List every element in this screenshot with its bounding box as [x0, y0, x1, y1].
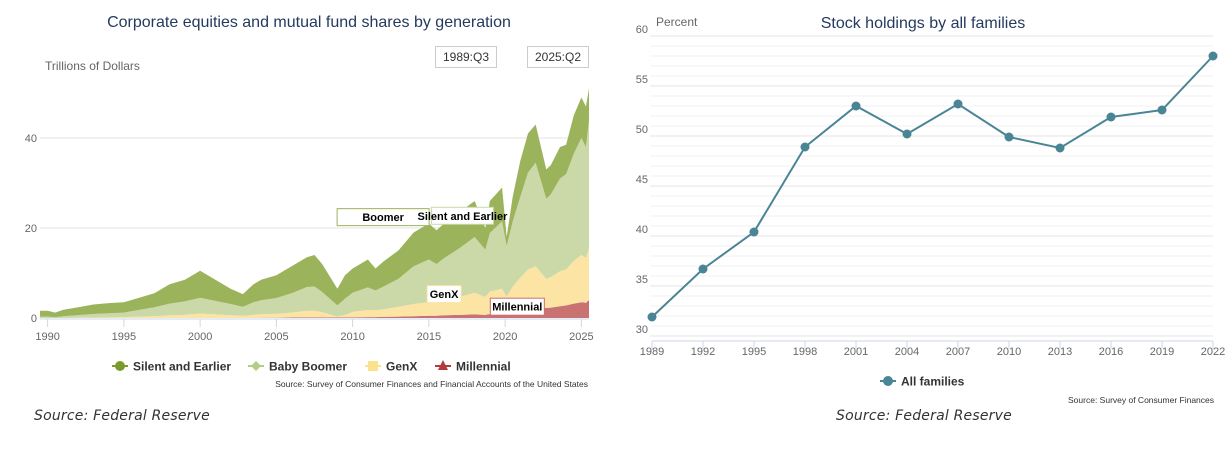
legend-item-all-families[interactable]: All families — [880, 375, 965, 389]
series-line-all-families — [651, 55, 1214, 318]
legend-item-genx[interactable]: GenX — [365, 360, 417, 374]
annotation-label: Silent and Earlier — [417, 206, 508, 225]
x-tick-label: 1990 — [35, 331, 59, 343]
stacked-area-chart: Corporate equities and mutual fund share… — [25, 14, 594, 389]
x-tick-label: 2016 — [1099, 346, 1123, 358]
circle-marker-icon — [883, 376, 893, 386]
start-date-selector[interactable]: 1989:Q3 — [435, 46, 497, 68]
x-tick-label: 2025 — [569, 331, 593, 343]
x-tick-label: 2005 — [264, 331, 288, 343]
x-tick-label: 2004 — [895, 346, 919, 358]
x-tick-label: 1998 — [793, 346, 817, 358]
data-point[interactable] — [953, 99, 963, 109]
area-millennial[interactable] — [40, 300, 589, 318]
annotation-text: Silent and Earlier — [417, 211, 508, 223]
x-tick-label: 1992 — [691, 346, 715, 358]
line-chart: Stock holdings by all families Percent 3… — [636, 15, 1225, 405]
y-axis-label: Percent — [656, 15, 698, 29]
chart-title: Stock holdings by all families — [821, 15, 1026, 32]
chart-title: Corporate equities and mutual fund share… — [107, 14, 511, 31]
annotation-text: Millennial — [492, 302, 542, 314]
triangle-marker-icon — [438, 360, 448, 370]
x-tick-label: 2019 — [1150, 346, 1174, 358]
data-point[interactable] — [800, 142, 810, 152]
data-point[interactable] — [1208, 51, 1218, 61]
right-chart-panel: Stock holdings by all families Percent 3… — [616, 0, 1232, 446]
y-axis-label: Trillions of Dollars — [45, 59, 140, 73]
x-tick-label: 1989 — [640, 346, 664, 358]
x-tick-label: 2010 — [340, 331, 364, 343]
x-tick-label: 2015 — [417, 331, 441, 343]
y-tick-label: 55 — [636, 74, 648, 86]
data-point[interactable] — [1004, 132, 1014, 142]
left-chart-panel: Corporate equities and mutual fund share… — [0, 0, 616, 446]
area-silent-and-earlier[interactable] — [40, 88, 589, 318]
data-point[interactable] — [1157, 105, 1167, 115]
x-tick-label: 2001 — [844, 346, 868, 358]
x-tick-label: 2020 — [493, 331, 517, 343]
x-tick-label: 2022 — [1201, 346, 1225, 358]
legend-label: Millennial — [456, 360, 511, 374]
x-tick-label: 2010 — [997, 346, 1021, 358]
end-date-selector[interactable]: 2025:Q2 — [527, 46, 589, 68]
image-caption: Source: Federal Reserve — [836, 408, 1012, 424]
legend-label: Silent and Earlier — [133, 360, 231, 374]
x-tick-label: 2007 — [946, 346, 970, 358]
data-point[interactable] — [647, 312, 657, 322]
data-point[interactable] — [851, 101, 861, 111]
annotation-label: GenX — [426, 285, 462, 304]
y-tick-label: 40 — [636, 224, 648, 236]
y-tick-label: 30 — [636, 324, 648, 336]
x-tick-label: 1995 — [112, 331, 136, 343]
data-point[interactable] — [749, 227, 759, 237]
legend-item-silent-and-earlier[interactable]: Silent and Earlier — [112, 360, 231, 374]
annotation-text: Boomer — [362, 212, 404, 224]
annotation-label: Millennial — [489, 297, 545, 316]
x-tick-label: 1995 — [742, 346, 766, 358]
y-tick-label: 50 — [636, 124, 648, 136]
diamond-marker-icon — [251, 361, 261, 371]
data-point[interactable] — [1055, 143, 1065, 153]
x-tick-label: 2000 — [188, 331, 212, 343]
y-tick-label: 0 — [31, 313, 37, 325]
circle-marker-icon — [115, 361, 125, 371]
legend-label: GenX — [386, 360, 417, 374]
chart-source: Source: Survey of Consumer Finances — [1068, 395, 1214, 405]
legend-item-baby-boomer[interactable]: Baby Boomer — [248, 360, 347, 374]
annotation-text: GenX — [430, 289, 459, 301]
square-marker-icon — [368, 361, 378, 371]
data-point[interactable] — [902, 129, 912, 139]
y-tick-label: 60 — [636, 24, 648, 36]
y-tick-label: 35 — [636, 274, 648, 286]
legend-label: All families — [901, 375, 965, 389]
legend-label: Baby Boomer — [269, 360, 347, 374]
data-point[interactable] — [698, 264, 708, 274]
image-caption: Source: Federal Reserve — [34, 408, 210, 424]
y-tick-label: 45 — [636, 174, 648, 186]
x-tick-label: 2013 — [1048, 346, 1072, 358]
y-tick-label: 20 — [25, 223, 37, 235]
area-baby-boomer[interactable] — [40, 120, 589, 318]
chart-source: Source: Survey of Consumer Finances and … — [275, 379, 588, 389]
data-point[interactable] — [1106, 112, 1116, 122]
y-tick-label: 40 — [25, 133, 37, 145]
annotation-label: Boomer — [336, 208, 430, 227]
legend-item-millennial[interactable]: Millennial — [435, 360, 511, 374]
